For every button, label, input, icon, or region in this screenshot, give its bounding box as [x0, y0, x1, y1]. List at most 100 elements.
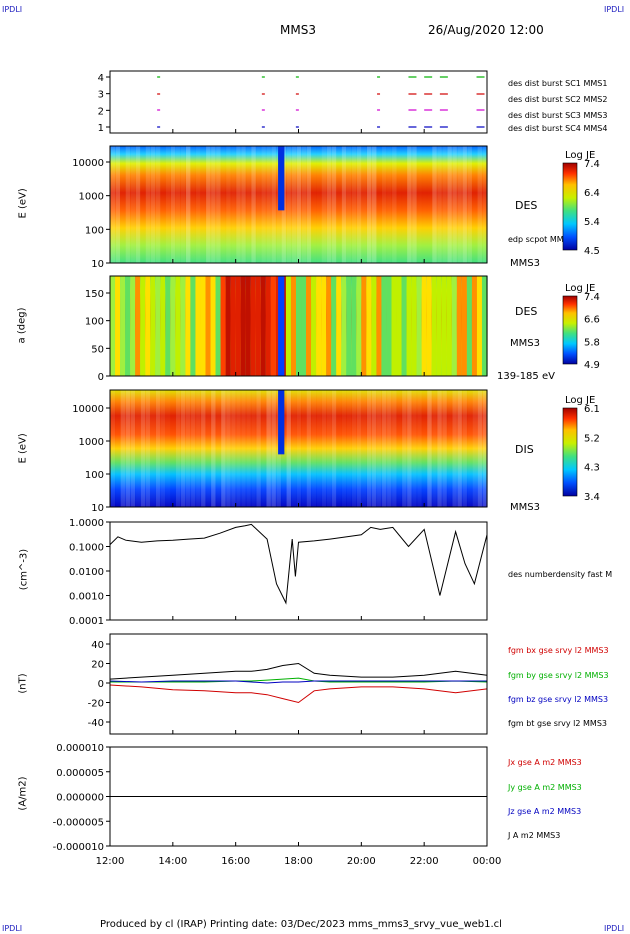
colorbar-tick-label: 5.4	[584, 217, 600, 228]
spectrogram-column	[240, 146, 247, 263]
spectrogram-column	[311, 390, 317, 507]
spectrogram-column	[230, 146, 237, 263]
spectrogram-column	[416, 390, 423, 507]
y-tick-label: -0.000005	[53, 817, 104, 828]
spectrogram-column	[351, 390, 357, 507]
spectrogram-column	[150, 146, 156, 263]
y-tick-label: -20	[88, 699, 104, 710]
spectrogram-column	[130, 390, 136, 507]
spectrogram-column	[451, 390, 458, 507]
y-tick-label: 20	[91, 660, 104, 671]
spectrogram-column	[456, 146, 463, 263]
pitch-angle-column	[285, 276, 292, 376]
spectrogram-column	[431, 390, 438, 507]
pitch-angle-column	[140, 276, 146, 376]
spectrogram-column	[195, 390, 202, 507]
spectrogram-column	[401, 390, 408, 507]
pitch-angle-column	[130, 276, 136, 376]
y-tick-label: 1	[98, 123, 104, 134]
pitch-angle-column	[356, 276, 362, 376]
spectrogram-column	[406, 390, 413, 507]
spectrogram-column	[476, 146, 483, 263]
y-tick-label: 40	[91, 640, 104, 651]
spectrogram-column	[481, 146, 488, 263]
pitch-energy-range: 139-185 eV	[497, 371, 555, 382]
bfield-line	[109, 684, 488, 704]
pitch-angle-column	[471, 276, 478, 376]
y-tick-label: 3	[98, 90, 104, 101]
pitch-angle-column	[150, 276, 156, 376]
spectrogram-column	[426, 390, 433, 507]
colorbar-tick-label: 3.4	[584, 492, 600, 503]
y-tick-label: 50	[91, 344, 104, 355]
spectrogram-column	[416, 146, 423, 263]
current-legend-j: J A m2 MMS3	[508, 831, 561, 840]
panel-frame	[109, 70, 488, 134]
spectrogram-column	[295, 146, 302, 263]
spectrogram-column	[446, 390, 453, 507]
spectrogram-column	[316, 390, 322, 507]
pitch-angle-column	[185, 276, 192, 376]
y-tick-label: 1.0000	[69, 518, 104, 529]
pitch-angle-column	[346, 276, 352, 376]
data-gap	[278, 146, 285, 211]
spectrogram-column	[130, 146, 136, 263]
bfield-line	[110, 677, 488, 683]
footer-text: Produced by cl (IRAP) Printing date: 03/…	[100, 919, 502, 930]
pitch-angle-column	[466, 276, 473, 376]
spectrogram-column	[346, 146, 352, 263]
pitch-angle-column	[341, 276, 347, 376]
burst-legend-3: des dist burst SC3 MMS3	[508, 111, 608, 120]
spectrogram-column	[205, 146, 212, 263]
pitch-angle-column	[220, 276, 227, 376]
pitch-angle-column	[110, 276, 116, 376]
burst-legend-2: des dist burst SC2 MMS2	[508, 95, 608, 104]
y-tick-label: -0.000010	[53, 842, 104, 853]
dis-energy-cbar-title: Log JE	[565, 395, 596, 406]
spectrogram-column	[225, 146, 232, 263]
spectrogram-column	[110, 390, 116, 507]
pitch-angle-column	[230, 276, 237, 376]
colorbar-tick-label: 7.4	[584, 159, 600, 170]
y-tick-label: 1000	[79, 192, 104, 203]
colorbar-tick-label: 4.3	[584, 463, 600, 474]
dis-energy-label: DIS	[515, 443, 534, 456]
spectrogram-column	[245, 146, 252, 263]
pitch-angle-column	[255, 276, 262, 376]
pitch-angle-column	[351, 276, 357, 376]
spectrogram-column	[366, 146, 372, 263]
current-legend-jy: Jy gse A m2 MMS3	[508, 783, 582, 792]
y-tick-label: 150	[85, 289, 104, 300]
des-pitch-label: DES	[515, 305, 538, 318]
spectrogram-column	[411, 390, 418, 507]
spectrogram-column	[160, 390, 166, 507]
spectrogram-column	[290, 390, 297, 507]
spectrogram-column	[170, 146, 176, 263]
pitch-angle-column	[321, 276, 327, 376]
pitch-angle-column	[381, 276, 388, 376]
spectrogram-column	[481, 390, 488, 507]
spectrogram-column	[145, 146, 151, 263]
spectrogram-column	[235, 390, 242, 507]
pitch-angle-column	[476, 276, 483, 376]
spectrogram-column	[265, 146, 272, 263]
y-tick-label: 10000	[72, 404, 104, 415]
spectrogram-column	[110, 146, 116, 263]
spectrogram-column	[210, 390, 217, 507]
burst-legend-4: des dist burst SC4 MMS4	[508, 124, 608, 133]
colorbar-tick-label: 4.9	[584, 360, 600, 371]
density-legend: des numberdensity fast M	[508, 570, 613, 579]
x-tick-label: 00:00	[473, 856, 502, 867]
y-tick-label: 2	[98, 106, 104, 117]
spectrogram-column	[321, 390, 327, 507]
spectrogram-column	[346, 390, 352, 507]
spectrogram-column	[406, 146, 413, 263]
spectrogram-column	[341, 390, 347, 507]
pitch-angle-column	[371, 276, 378, 376]
pitch-angle-column	[426, 276, 433, 376]
spectrogram-column	[441, 146, 448, 263]
spectrogram-column	[366, 390, 372, 507]
pitch-angle-column	[416, 276, 423, 376]
spectrogram-column	[476, 390, 483, 507]
